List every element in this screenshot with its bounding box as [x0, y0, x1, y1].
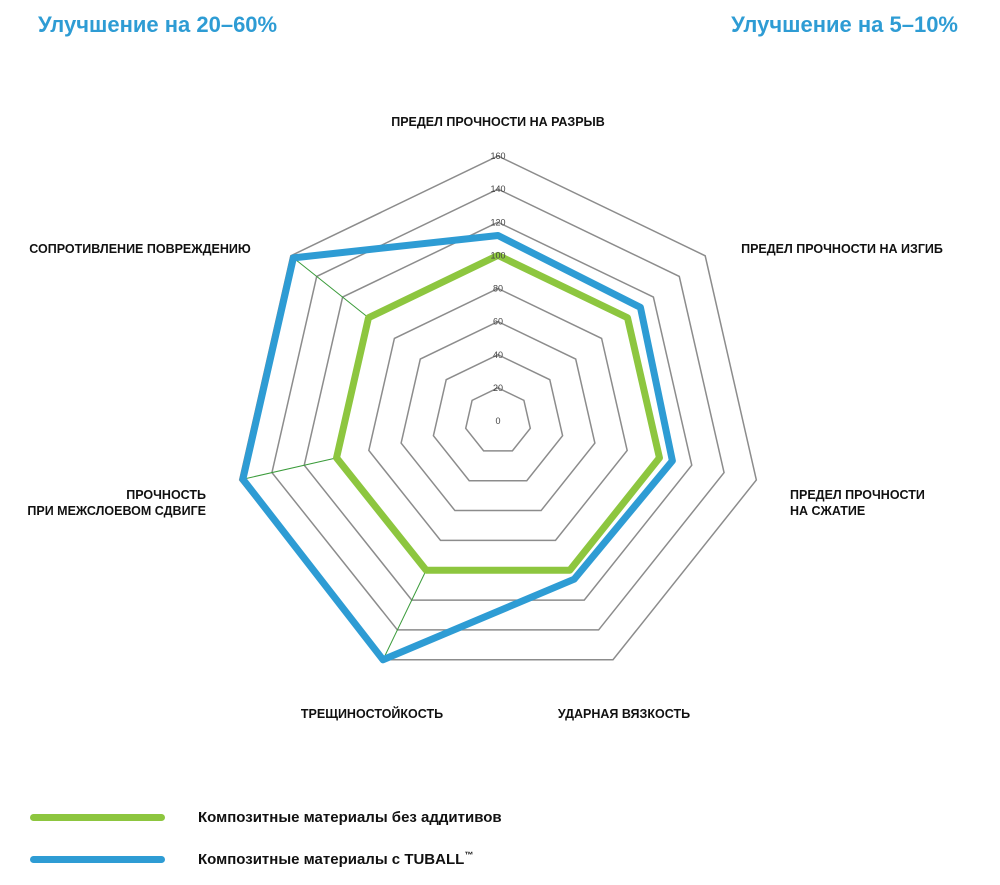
grid-ring-60	[400, 320, 596, 512]
connector-line	[242, 457, 337, 480]
axis-label: ПРЕДЕЛ ПРОЧНОСТИ НА РАЗРЫВ	[391, 115, 605, 129]
legend-swatch-blue	[30, 855, 165, 863]
trademark-mark: ™	[464, 850, 474, 860]
headline-right: Улучшение на 5–10%	[731, 12, 958, 37]
legend-label: Композитные материалы с TUBALL™	[198, 850, 474, 868]
legend-item-without-additives: Композитные материалы без аддитивов	[30, 802, 730, 832]
axis-label: ПРЕДЕЛ ПРОЧНОСТИ НА ИЗГИБ	[741, 242, 943, 256]
tick-label: 140	[490, 184, 505, 194]
axis-label: ПРОЧНОСТЬ ПРИ МЕЖСЛОЕВОМ СДВИГЕ	[27, 488, 206, 518]
connector-line	[382, 570, 427, 660]
tick-label: 160	[490, 151, 505, 161]
grid-ring-140	[271, 188, 725, 631]
grid-ring-20	[464, 387, 532, 452]
radar-axis-labels: ПРЕДЕЛ ПРОЧНОСТИ НА РАЗРЫВ ПРЕДЕЛ ПРОЧНОС…	[27, 115, 942, 721]
tick-label: 120	[490, 217, 505, 227]
grid-ring-40	[432, 353, 564, 482]
legend-swatch-green	[30, 813, 165, 821]
legend-label: Композитные материалы без аддитивов	[198, 808, 502, 826]
tick-label: 20	[493, 383, 503, 393]
series-line-without-additives	[333, 251, 663, 574]
axis-label: ТРЕЩИНОСТОЙКОСТЬ	[301, 706, 443, 721]
improvement-connectors	[242, 257, 427, 660]
tick-label: 40	[493, 350, 503, 360]
grid-ring-120	[303, 221, 693, 601]
axis-label: СОПРОТИВЛЕНИЕ ПОВРЕЖДЕНИЮ	[29, 242, 251, 256]
connector-line	[293, 257, 369, 319]
axis-label: УДАРНАЯ ВЯЗКОСТЬ	[558, 707, 690, 721]
tick-label: 80	[493, 284, 503, 294]
headline-left: Улучшение на 20–60%	[38, 12, 278, 37]
radar-series	[239, 232, 676, 664]
radar-ticks: 0 20 40 60 80 100 120 140 160	[490, 151, 505, 426]
tick-label: 100	[490, 250, 505, 260]
radar-grid	[238, 155, 758, 661]
tick-label: 0	[495, 416, 500, 426]
axis-label: ПРЕДЕЛ ПРОЧНОСТИ НА СЖАТИЕ	[790, 488, 925, 518]
legend-item-with-tuball: Композитные материалы с TUBALL™	[30, 844, 730, 874]
tick-label: 60	[493, 317, 503, 327]
grid-ring-80	[368, 287, 628, 542]
series-line-with-tuball	[239, 232, 676, 664]
